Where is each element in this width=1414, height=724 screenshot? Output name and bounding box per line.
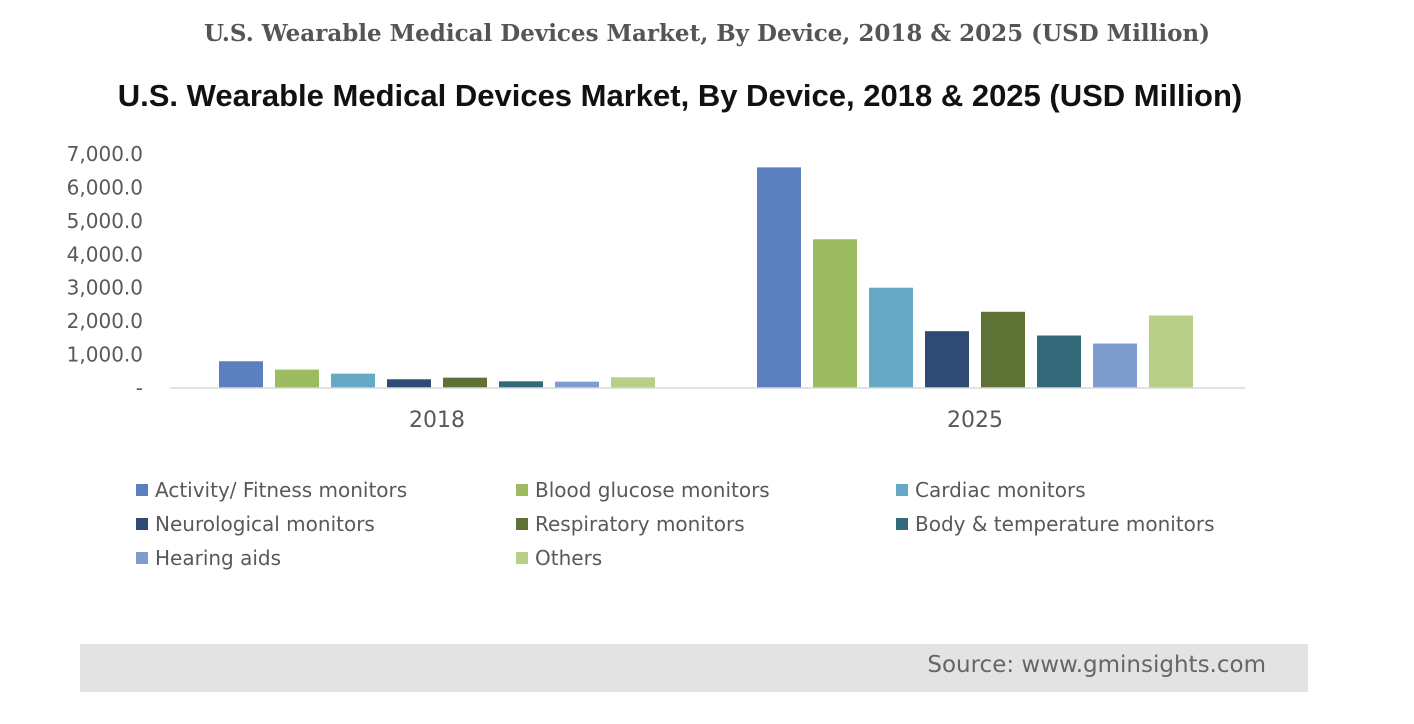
bar-2018-5 bbox=[499, 381, 543, 388]
legend-item: Cardiac monitors bbox=[896, 476, 1276, 504]
bar-2025-5 bbox=[1037, 335, 1081, 388]
y-tick-label: 1,000.0 bbox=[67, 343, 143, 367]
legend-swatch bbox=[516, 484, 528, 496]
bar-2018-7 bbox=[611, 377, 655, 388]
legend-item: Body & temperature monitors bbox=[896, 510, 1276, 538]
legend-swatch bbox=[136, 552, 148, 564]
x-category-label: 2025 bbox=[947, 408, 1003, 433]
legend: Activity/ Fitness monitors Blood glucose … bbox=[136, 476, 1276, 572]
bar-2025-3 bbox=[925, 331, 969, 388]
source-text: Source: www.gminsights.com bbox=[927, 652, 1266, 678]
bar-chart: - 1,000.0 2,000.0 3,000.0 4,000.0 5,000.0 6,00… bbox=[67, 142, 1245, 433]
legend-item: Respiratory monitors bbox=[516, 510, 896, 538]
bar-2018-6 bbox=[555, 381, 599, 388]
bar-2025-4 bbox=[981, 311, 1025, 388]
legend-swatch bbox=[896, 484, 908, 496]
x-axis-categories: 2018 2025 bbox=[409, 408, 1003, 433]
bar-2025-7 bbox=[1149, 315, 1193, 388]
bar-2018-3 bbox=[387, 379, 431, 388]
legend-item: Activity/ Fitness monitors bbox=[136, 476, 516, 504]
page-heading: U.S. Wearable Medical Devices Market, By… bbox=[203, 20, 1211, 47]
bar-2018-0 bbox=[219, 361, 263, 388]
bars bbox=[219, 167, 1193, 388]
legend-label: Cardiac monitors bbox=[915, 478, 1086, 502]
legend-item: Hearing aids bbox=[136, 544, 516, 572]
y-tick-label: 4,000.0 bbox=[67, 242, 143, 266]
legend-label: Activity/ Fitness monitors bbox=[155, 478, 408, 502]
legend-swatch bbox=[516, 552, 528, 564]
legend-label: Respiratory monitors bbox=[535, 512, 745, 536]
legend-swatch bbox=[896, 518, 908, 530]
y-tick-label: 2,000.0 bbox=[67, 309, 143, 333]
y-tick-label: 5,000.0 bbox=[67, 209, 143, 233]
x-category-label: 2018 bbox=[409, 408, 465, 433]
bar-2025-1 bbox=[813, 239, 857, 388]
y-axis-ticks: - 1,000.0 2,000.0 3,000.0 4,000.0 5,000.0 6,00… bbox=[67, 142, 143, 400]
y-tick-label: - bbox=[136, 376, 143, 400]
legend-item: Blood glucose monitors bbox=[516, 476, 896, 504]
source-bar: Source: www.gminsights.com bbox=[80, 644, 1308, 692]
bar-2018-4 bbox=[443, 377, 487, 388]
legend-label: Hearing aids bbox=[155, 546, 282, 570]
legend-swatch bbox=[136, 484, 148, 496]
y-tick-label: 6,000.0 bbox=[67, 175, 143, 199]
bar-2025-0 bbox=[757, 167, 801, 388]
y-tick-label: 7,000.0 bbox=[67, 142, 143, 166]
chart-title: U.S. Wearable Medical Devices Market, By… bbox=[117, 78, 1243, 113]
bar-2018-2 bbox=[331, 373, 375, 388]
legend-swatch bbox=[136, 518, 148, 530]
bar-2018-1 bbox=[275, 369, 319, 388]
legend-item: Neurological monitors bbox=[136, 510, 516, 538]
bar-2025-2 bbox=[869, 287, 913, 388]
legend-label: Body & temperature monitors bbox=[915, 512, 1215, 536]
legend-label: Others bbox=[535, 546, 603, 570]
legend-label: Blood glucose monitors bbox=[535, 478, 770, 502]
y-tick-label: 3,000.0 bbox=[67, 276, 143, 300]
bar-2025-6 bbox=[1093, 343, 1137, 388]
legend-item: Others bbox=[516, 544, 896, 572]
legend-label: Neurological monitors bbox=[155, 512, 375, 536]
legend-swatch bbox=[516, 518, 528, 530]
